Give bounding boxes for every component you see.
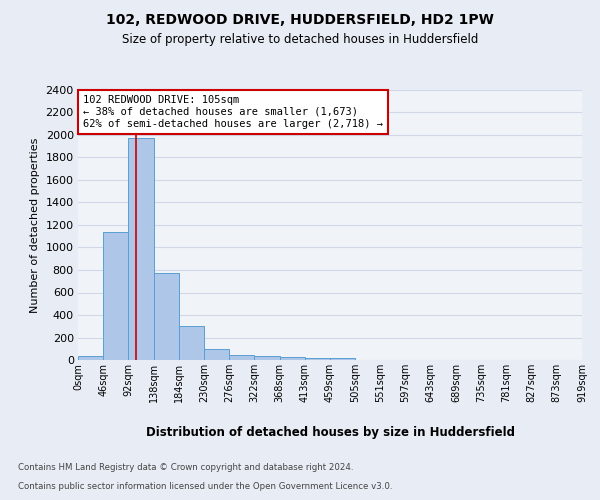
Bar — [179, 326, 204, 360]
Bar — [78, 356, 103, 360]
Bar — [154, 273, 179, 360]
Bar — [103, 232, 128, 360]
Bar — [305, 358, 330, 360]
Text: Distribution of detached houses by size in Huddersfield: Distribution of detached houses by size … — [146, 426, 515, 439]
Text: Size of property relative to detached houses in Huddersfield: Size of property relative to detached ho… — [122, 32, 478, 46]
Bar — [280, 356, 305, 360]
Text: 102 REDWOOD DRIVE: 105sqm
← 38% of detached houses are smaller (1,673)
62% of se: 102 REDWOOD DRIVE: 105sqm ← 38% of detac… — [83, 96, 383, 128]
Text: Contains public sector information licensed under the Open Government Licence v3: Contains public sector information licen… — [18, 482, 392, 491]
Bar — [204, 349, 229, 360]
Bar — [330, 358, 355, 360]
Bar — [128, 138, 154, 360]
Y-axis label: Number of detached properties: Number of detached properties — [30, 138, 40, 312]
Text: 102, REDWOOD DRIVE, HUDDERSFIELD, HD2 1PW: 102, REDWOOD DRIVE, HUDDERSFIELD, HD2 1P… — [106, 12, 494, 26]
Bar — [254, 356, 280, 360]
Bar — [229, 354, 254, 360]
Text: Contains HM Land Registry data © Crown copyright and database right 2024.: Contains HM Land Registry data © Crown c… — [18, 464, 353, 472]
